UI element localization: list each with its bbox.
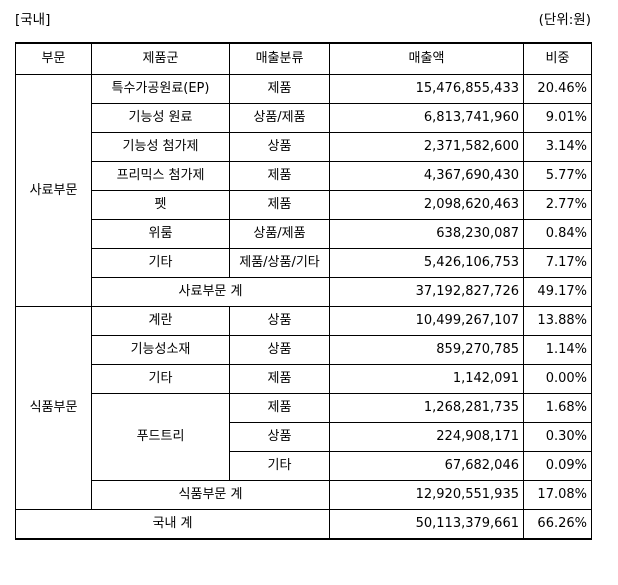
sales-type-cell: 상품 [229,132,330,162]
share-cell: 1.14% [523,335,592,365]
product-cell-foodtree: 푸드트리 [91,393,230,481]
subtotal-label: 사료부문 계 [91,277,330,307]
division-cell-food: 식품부문 [15,306,92,510]
table-row: 사료부문 특수가공원료(EP) 제품 15,476,855,433 20.46% [15,74,592,307]
share-cell: 1.68% [523,393,592,423]
product-cell: 기능성소재 [91,335,230,365]
share-cell: 7.17% [523,248,592,278]
table-row: 기타 제품/상품/기타 5,426,106,753 7.17% [16,248,592,278]
domestic-sales-table: 부문 제품군 매출분류 매출액 비중 사료부문 특수가공원료(EP) 제품 15… [15,42,592,540]
share-cell: 9.01% [523,103,592,133]
sales-type-cell: 상품 [229,422,330,452]
amount-cell: 15,476,855,433 [329,74,524,104]
product-cell: 펫 [91,190,230,220]
share-cell: 13.88% [523,306,592,336]
table-row: 펫 제품 2,098,620,463 2.77% [16,190,592,220]
sales-type-cell: 상품/제품 [229,219,330,249]
amount-cell: 2,371,582,600 [329,132,524,162]
header-row: 부문 제품군 매출분류 매출액 비중 [15,42,592,75]
sales-type-cell: 기타 [229,451,330,481]
table-row: 푸드트리 제품 1,268,281,735 1.68% [16,393,592,481]
product-cell: 기타 [91,248,230,278]
amount-cell: 859,270,785 [329,335,524,365]
subtotal-share: 17.08% [523,480,592,510]
share-cell: 0.09% [523,451,592,481]
share-cell: 0.00% [523,364,592,394]
table-row: 기타 67,682,046 0.09% [16,451,592,481]
share-cell: 2.77% [523,190,592,220]
table-row: 상품 224,908,171 0.30% [16,422,592,452]
amount-cell: 224,908,171 [329,422,524,452]
subtotal-label: 식품부문 계 [91,480,330,510]
table-caption-region: [국내] [15,12,51,28]
unit-caption: (단위:원) [538,12,591,28]
subtotal-row-feed: 사료부문 계 37,192,827,726 49.17% [16,277,592,307]
sales-type-cell: 제품/상품/기타 [229,248,330,278]
header-product-group: 제품군 [91,42,230,75]
subtotal-share: 49.17% [523,277,592,307]
sales-type-cell: 제품 [229,393,330,423]
share-cell: 3.14% [523,132,592,162]
sales-type-cell: 제품 [229,161,330,191]
table-row: 기능성소재 상품 859,270,785 1.14% [16,335,592,365]
amount-cell: 2,098,620,463 [329,190,524,220]
amount-cell: 638,230,087 [329,219,524,249]
product-cell: 특수가공원료(EP) [91,74,230,104]
header-division: 부문 [15,42,92,75]
amount-cell: 10,499,267,107 [329,306,524,336]
header-share: 비중 [523,42,592,75]
product-cell: 위룸 [91,219,230,249]
table-row: 기능성 첨가제 상품 2,371,582,600 3.14% [16,132,592,162]
amount-cell: 4,367,690,430 [329,161,524,191]
amount-cell: 1,142,091 [329,364,524,394]
table-row: 프리믹스 첨가제 제품 4,367,690,430 5.77% [16,161,592,191]
table-row: 식품부문 계란 상품 10,499,267,107 13.88% [15,306,592,510]
total-row: 국내 계 50,113,379,661 66.26% [15,509,592,540]
total-amount: 50,113,379,661 [329,509,524,540]
product-cell: 기능성 원료 [91,103,230,133]
amount-cell: 6,813,741,960 [329,103,524,133]
header-sales-type: 매출분류 [229,42,330,75]
table-row: 기능성 원료 상품/제품 6,813,741,960 9.01% [16,103,592,133]
table-row: 기타 제품 1,142,091 0.00% [16,364,592,394]
product-cell: 프리믹스 첨가제 [91,161,230,191]
share-cell: 20.46% [523,74,592,104]
sales-type-cell: 상품/제품 [229,103,330,133]
sales-type-cell: 제품 [229,190,330,220]
share-cell: 0.30% [523,422,592,452]
subtotal-row-food: 식품부문 계 12,920,551,935 17.08% [16,480,592,510]
header-amount: 매출액 [329,42,524,75]
subtotal-amount: 12,920,551,935 [329,480,524,510]
share-cell: 0.84% [523,219,592,249]
amount-cell: 1,268,281,735 [329,393,524,423]
amount-cell: 67,682,046 [329,451,524,481]
sales-type-cell: 상품 [229,335,330,365]
total-share: 66.26% [523,509,592,540]
sales-type-cell: 제품 [229,74,330,104]
division-cell-feed: 사료부문 [15,74,92,307]
sales-type-cell: 상품 [229,306,330,336]
total-label: 국내 계 [15,509,330,540]
sales-type-cell: 제품 [229,364,330,394]
product-cell: 기능성 첨가제 [91,132,230,162]
share-cell: 5.77% [523,161,592,191]
amount-cell: 5,426,106,753 [329,248,524,278]
product-cell: 기타 [91,364,230,394]
product-cell: 계란 [91,306,230,336]
subtotal-amount: 37,192,827,726 [329,277,524,307]
table-row: 위룸 상품/제품 638,230,087 0.84% [16,219,592,249]
